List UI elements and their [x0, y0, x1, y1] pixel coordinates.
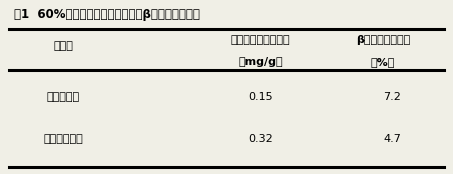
Text: （%）: （%） [371, 57, 395, 67]
Text: イチバンボシ: イチバンボシ [43, 134, 83, 144]
Text: 0.32: 0.32 [248, 134, 273, 144]
Text: ポリフェノール含量: ポリフェノール含量 [231, 35, 290, 45]
Text: キラリモチ: キラリモチ [47, 92, 80, 102]
Text: 4.7: 4.7 [383, 134, 401, 144]
Text: 品種名: 品種名 [53, 41, 73, 51]
Text: 7.2: 7.2 [383, 92, 401, 102]
Text: β－グルカン含量: β－グルカン含量 [356, 35, 410, 45]
Text: （mg/g）: （mg/g） [238, 57, 283, 67]
Text: 0.15: 0.15 [248, 92, 273, 102]
Text: 表1  60%精麦のポリフェノールとβ－グルカン含量: 表1 60%精麦のポリフェノールとβ－グルカン含量 [14, 8, 199, 21]
